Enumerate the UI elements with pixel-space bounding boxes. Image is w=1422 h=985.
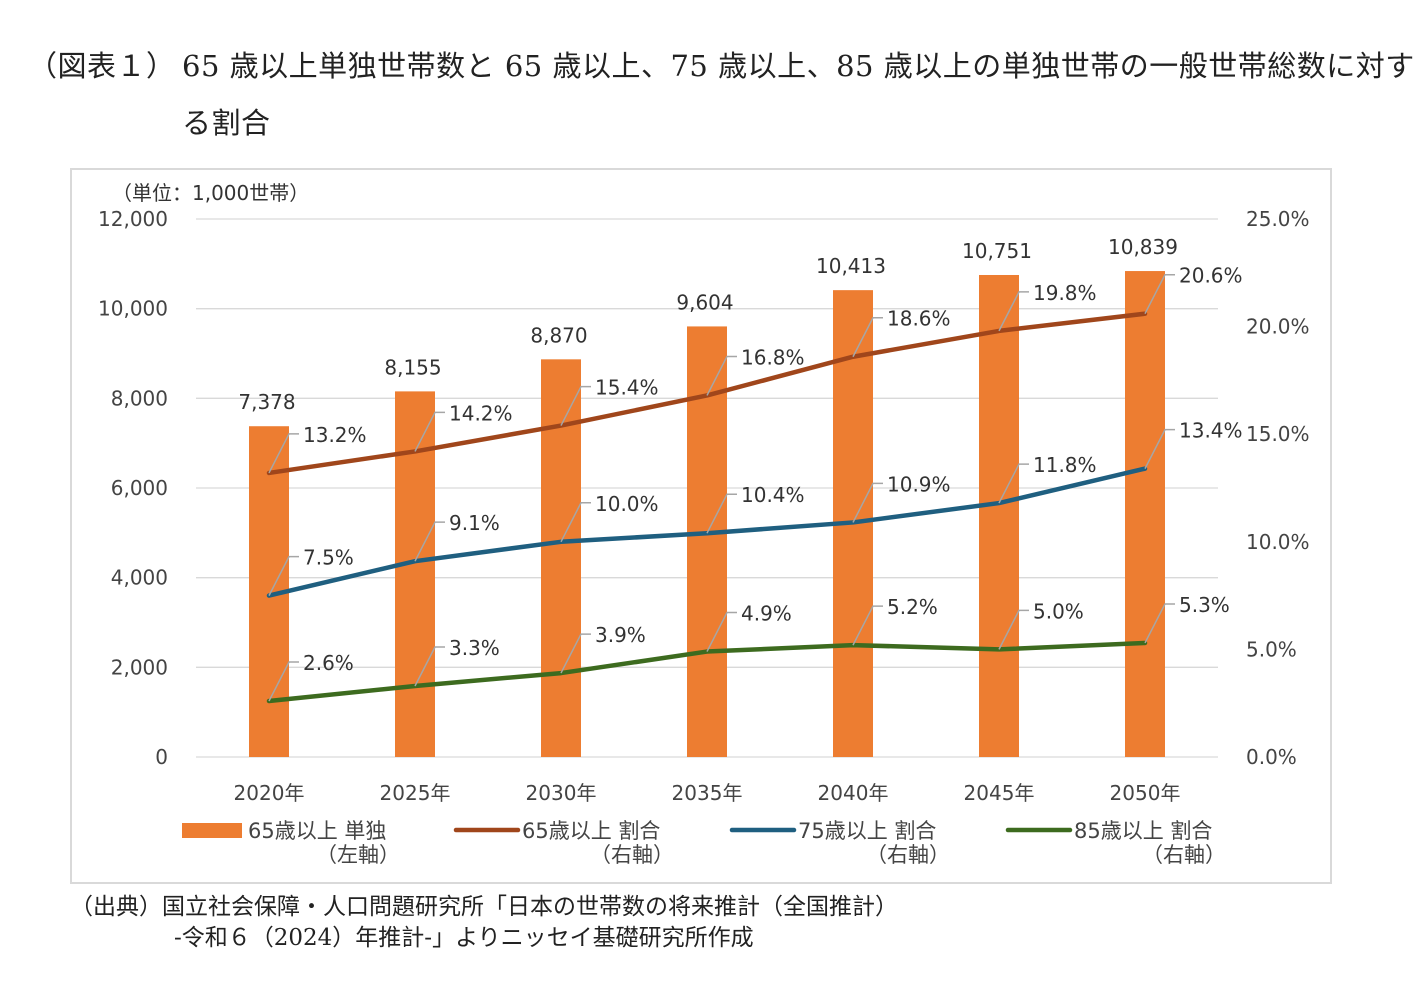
unit-label: （単位：1,000世帯） (112, 181, 309, 205)
series-value-label: 2.6% (303, 651, 354, 675)
right-tick-label: 0.0% (1246, 745, 1297, 769)
series-value-label: 3.9% (595, 623, 646, 647)
leader-line (706, 611, 737, 652)
bar-value-label: 7,378 (238, 390, 295, 414)
leader-line (414, 411, 445, 452)
series-value-label: 19.8% (1033, 281, 1097, 305)
bar-value-label: 8,870 (530, 323, 587, 347)
leader-line (414, 521, 445, 562)
figure-number: （図表１） (28, 49, 176, 83)
bar-value-label: 9,604 (676, 290, 733, 314)
series-value-label: 14.2% (449, 401, 513, 425)
legend-axis-note: （右軸） (1142, 843, 1226, 867)
legend-axis-note: （左軸） (316, 843, 400, 867)
legend-label: 65歳以上 単独 (248, 819, 386, 843)
leader-line (706, 493, 737, 534)
source-line-2: -令和６（2024）年推計-」よりニッセイ基礎研究所作成 (174, 925, 754, 951)
left-tick-label: 8,000 (111, 386, 168, 410)
bar-value-label: 10,839 (1108, 235, 1178, 259)
leader-line (998, 609, 1029, 650)
leader-line (560, 385, 591, 426)
source-note: （出典）国立社会保障・人口問題研究所「日本の世帯数の将来推計（全国推計） -令和… (70, 892, 898, 954)
series-labels: 13.2% 14.2% 15.4% 16.8% 18.6% 19.8% 20.6% 7.5% 9… (268, 264, 1243, 702)
leader-line (998, 291, 1029, 332)
series-value-label: 5.2% (887, 595, 938, 619)
category-label: 2045年 (964, 781, 1035, 805)
bar-labels: 7,378 8,155 8,870 9,604 10,413 10,751 10,839 (238, 235, 1178, 414)
category-label: 2030年 (526, 781, 597, 805)
right-tick-label: 20.0% (1246, 315, 1310, 339)
left-tick-label: 0 (155, 745, 168, 769)
leader-line (268, 433, 299, 474)
series-value-label: 10.0% (595, 492, 659, 516)
series-value-label: 4.9% (741, 602, 792, 626)
right-tick-label: 5.0% (1246, 637, 1297, 661)
category-label: 2025年 (380, 781, 451, 805)
series-value-label: 13.2% (303, 423, 367, 447)
right-tick-label: 25.0% (1246, 207, 1310, 231)
right-axis-ticks: 0.0% 5.0% 10.0% 15.0% 20.0% 25.0% (1246, 207, 1310, 769)
series-value-label: 5.0% (1033, 599, 1084, 623)
leader-line (1144, 273, 1175, 315)
legend-label: 65歳以上 割合 (522, 819, 660, 843)
bar (395, 391, 435, 757)
leader-line (998, 463, 1029, 504)
legend-label: 85歳以上 割合 (1074, 819, 1212, 843)
category-label: 2040年 (818, 781, 889, 805)
right-tick-label: 10.0% (1246, 530, 1310, 554)
right-tick-label: 15.0% (1246, 422, 1310, 446)
left-tick-label: 6,000 (111, 476, 168, 500)
series-value-label: 18.6% (887, 307, 951, 331)
series-value-label: 5.3% (1179, 593, 1230, 617)
left-axis-ticks: 0 2,000 4,000 6,000 8,000 10,000 12,000 (98, 207, 168, 769)
series-value-label: 20.6% (1179, 264, 1243, 288)
series-value-label: 11.8% (1033, 453, 1097, 477)
figure-title-text: 65 歳以上単独世帯数と 65 歳以上、75 歳以上、85 歳以上の単独世帯の一… (182, 49, 1415, 140)
leader-line (852, 605, 883, 646)
leader-line (706, 355, 737, 396)
series-value-label: 16.8% (741, 345, 805, 369)
series-value-label: 9.1% (449, 511, 500, 535)
source-line-1: （出典）国立社会保障・人口問題研究所「日本の世帯数の将来推計（全国推計） (70, 894, 898, 920)
series-value-label: 15.4% (595, 376, 659, 400)
legend-axis-note: （右軸） (590, 843, 674, 867)
legend-axis-note: （右軸） (866, 843, 950, 867)
leader-line (268, 555, 299, 596)
left-tick-label: 10,000 (98, 297, 168, 321)
bar-value-label: 10,413 (816, 254, 886, 278)
leader-line (1144, 603, 1175, 644)
series-value-label: 3.3% (449, 636, 500, 660)
legend-swatch (182, 823, 242, 838)
leader-line (560, 633, 591, 674)
legend: 65歳以上 単独（左軸）65歳以上 割合（右軸）75歳以上 割合（右軸）85歳以… (182, 819, 1226, 867)
series-value-label: 13.4% (1179, 419, 1243, 443)
category-label: 2035年 (672, 781, 743, 805)
leader-line (268, 661, 299, 702)
series-value-label: 10.9% (887, 472, 951, 496)
legend-label: 75歳以上 割合 (798, 819, 936, 843)
leader-line (414, 646, 445, 687)
leader-line (852, 316, 883, 358)
leader-line (560, 502, 591, 543)
category-labels: 2020年 2025年 2030年 2035年 2040年 2045年 2050年 (234, 781, 1181, 805)
series-value-label: 7.5% (303, 546, 354, 570)
leader-line (852, 482, 883, 523)
series-value-label: 10.4% (741, 483, 805, 507)
category-label: 2050年 (1110, 781, 1181, 805)
bar (1125, 271, 1165, 757)
leader-line (1144, 428, 1175, 469)
left-tick-label: 12,000 (98, 207, 168, 231)
left-tick-label: 2,000 (111, 655, 168, 679)
bar-value-label: 8,155 (384, 355, 441, 379)
bar-value-label: 10,751 (962, 239, 1032, 263)
category-label: 2020年 (234, 781, 305, 805)
bars (249, 271, 1165, 757)
left-tick-label: 4,000 (111, 566, 168, 590)
bar (541, 359, 581, 757)
bar (979, 274, 1019, 757)
